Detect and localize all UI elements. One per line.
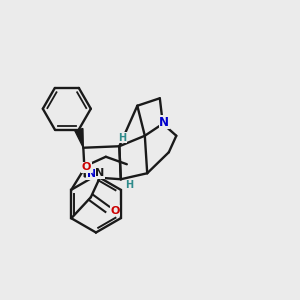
Text: N: N — [87, 169, 96, 179]
Text: O: O — [110, 206, 119, 216]
Text: N: N — [159, 116, 169, 129]
Text: O: O — [82, 162, 91, 172]
Text: H: H — [125, 180, 133, 190]
Text: N: N — [95, 168, 104, 178]
Text: H: H — [118, 133, 126, 143]
Polygon shape — [75, 128, 83, 148]
